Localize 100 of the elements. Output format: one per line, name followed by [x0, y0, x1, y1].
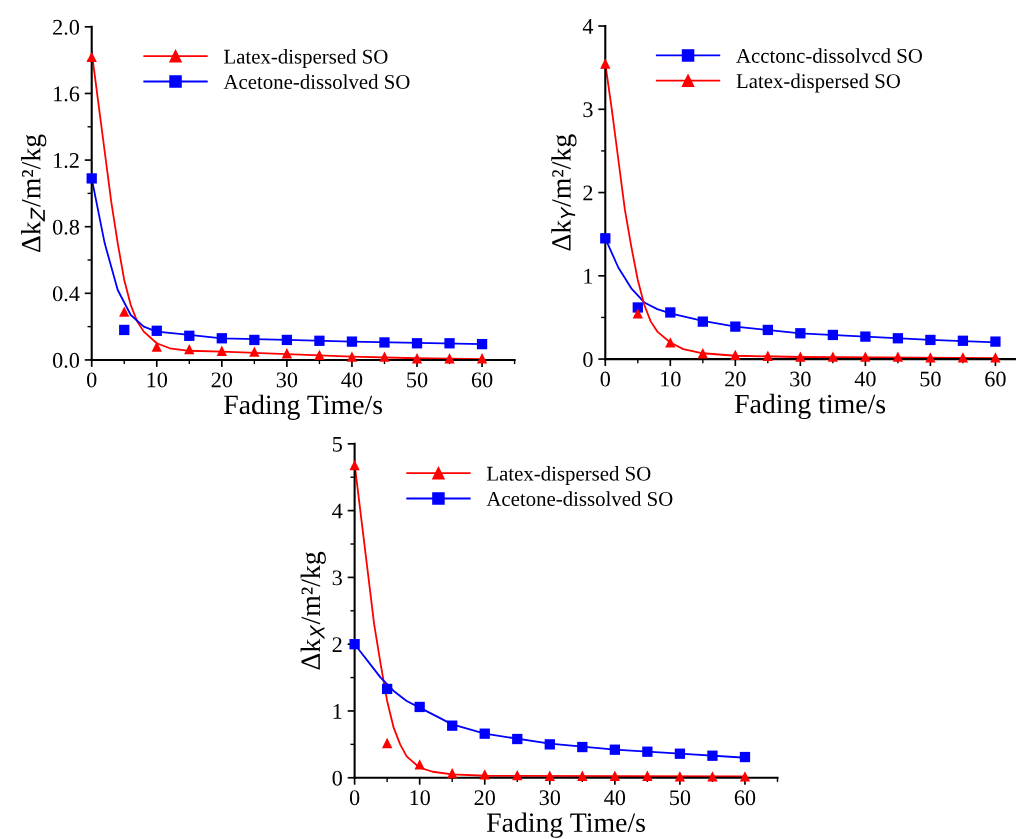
point: [730, 349, 741, 361]
legend-label: Acetone-dissolved SO: [486, 491, 673, 506]
point: [957, 335, 969, 346]
point: [609, 770, 620, 781]
y-tick-label: 0.4: [52, 286, 80, 302]
point: [925, 334, 936, 346]
point: [642, 746, 653, 757]
y-tick-label: 0: [583, 352, 593, 368]
point: [479, 728, 490, 739]
x-axis-title: Fading Time/s: [224, 394, 383, 420]
point: [827, 351, 839, 362]
x-tick-label: 40: [341, 372, 363, 388]
point: [762, 324, 773, 336]
point: [642, 770, 653, 781]
legend-label: Acctonc-dissolvcd SO: [736, 48, 923, 63]
x-tick-label: 60: [734, 790, 756, 806]
point: [346, 351, 358, 362]
point: [577, 770, 588, 781]
point: [314, 349, 325, 361]
point: [346, 336, 358, 347]
x-tick-label: 50: [670, 790, 691, 806]
point: [414, 759, 425, 770]
x-axis-title: Fading Time/s: [486, 812, 645, 838]
point: [925, 352, 936, 363]
y-tick-label: 4: [332, 503, 343, 519]
y-axis-title: Δk$_{Y}$/m²/kg: [551, 134, 577, 251]
point: [674, 771, 686, 782]
point: [665, 307, 676, 318]
point: [444, 338, 455, 349]
point: [697, 316, 708, 327]
point: [447, 720, 458, 731]
point: [476, 338, 488, 350]
point: [632, 302, 643, 313]
point: [544, 739, 555, 750]
point: [349, 460, 360, 471]
point: [411, 338, 423, 349]
point: [512, 733, 523, 745]
x-tick-label: 60: [471, 372, 493, 388]
point: [381, 737, 393, 749]
x-tick-label: 20: [474, 790, 495, 806]
x-tick-label: 30: [276, 372, 298, 388]
point: [600, 233, 611, 244]
point: [665, 337, 676, 348]
x-tick-label: 30: [539, 790, 561, 806]
point: [281, 334, 293, 346]
point: [990, 336, 1001, 347]
x-tick-label: 0: [600, 371, 610, 387]
point: [281, 348, 293, 359]
x-tick-label: 10: [147, 372, 168, 388]
point: [707, 750, 718, 761]
point: [249, 334, 260, 346]
y-tick-label: 1: [584, 268, 593, 284]
point: [512, 769, 523, 781]
y-tick-label: 3: [583, 102, 593, 118]
point: [216, 333, 227, 344]
point: [795, 351, 806, 362]
y-tick-label: 1.2: [54, 153, 79, 169]
x-tick-label: 40: [604, 790, 626, 806]
point: [795, 328, 806, 339]
point: [249, 346, 260, 357]
point: [119, 306, 130, 317]
x-tick-label: 50: [407, 372, 428, 388]
point: [609, 744, 620, 755]
x-tick-label: 10: [410, 790, 430, 806]
point: [119, 324, 130, 336]
y-tick-label: 1: [333, 704, 342, 719]
point: [444, 353, 455, 364]
y-tick-label: 0: [332, 770, 342, 786]
point: [739, 751, 751, 763]
point: [414, 701, 425, 713]
legend-label: Latex-dispersed SO: [736, 73, 900, 93]
y-tick-label: 2.0: [53, 19, 80, 35]
y-axis-title: Δk$_{X}$/m²/kg: [300, 551, 326, 670]
point: [379, 351, 390, 362]
point: [674, 748, 686, 759]
point: [476, 353, 488, 364]
point: [544, 770, 555, 781]
point: [730, 321, 741, 332]
legend-label: Acetone-dissolved SO: [223, 74, 410, 89]
point: [184, 343, 195, 355]
point: [577, 741, 588, 753]
point: [86, 173, 97, 184]
point: [184, 330, 195, 341]
point: [151, 341, 162, 352]
x-tick-label: 20: [725, 371, 746, 387]
point: [151, 325, 162, 336]
point: [762, 350, 773, 361]
point: [892, 351, 904, 362]
y-tick-label: 2: [332, 637, 342, 652]
point: [447, 767, 458, 779]
y-tick-label: 3: [332, 570, 342, 586]
point: [216, 345, 227, 356]
y-tick-label: 5: [332, 436, 342, 452]
point: [707, 771, 718, 782]
y-tick-label: 1.6: [54, 86, 80, 102]
point: [860, 351, 871, 362]
x-tick-label: 40: [854, 371, 876, 387]
y-tick-label: 0.8: [52, 219, 80, 235]
x-axis-title: Fading time/s: [734, 393, 886, 420]
point: [892, 333, 904, 344]
